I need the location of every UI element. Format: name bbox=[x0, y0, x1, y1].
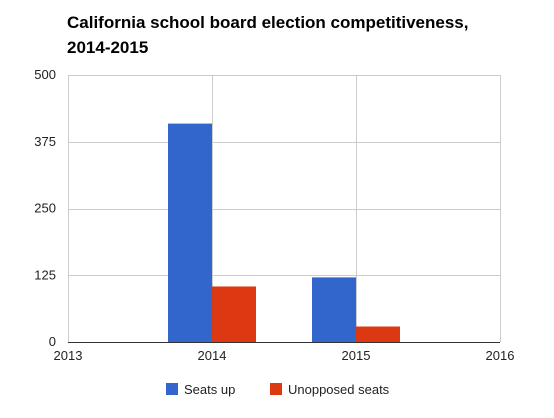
bar-seats-up-2015 bbox=[312, 277, 356, 342]
y-tick-label: 375 bbox=[34, 134, 56, 149]
x-tick-label: 2015 bbox=[342, 348, 371, 363]
chart-title-line-2: 2014-2015 bbox=[67, 38, 148, 57]
x-tick-label: 2014 bbox=[198, 348, 227, 363]
y-axis-ticks: 0 125 250 375 500 bbox=[34, 67, 56, 349]
y-tick-label: 0 bbox=[49, 334, 56, 349]
legend-label-seats-up: Seats up bbox=[184, 382, 235, 397]
bars bbox=[168, 123, 400, 343]
x-axis-ticks: 2013 2014 2015 2016 bbox=[54, 348, 515, 363]
y-tick-label: 500 bbox=[34, 67, 56, 82]
legend-swatch-seats-up bbox=[166, 383, 178, 395]
y-tick-label: 125 bbox=[34, 267, 56, 282]
chart-title-line-1: California school board election competi… bbox=[67, 13, 468, 32]
bar-seats-up-2014 bbox=[168, 123, 212, 343]
x-tick-label: 2016 bbox=[486, 348, 515, 363]
y-tick-label: 250 bbox=[34, 201, 56, 216]
legend-swatch-unopposed-seats bbox=[270, 383, 282, 395]
legend: Seats up Unopposed seats bbox=[166, 382, 390, 397]
x-tick-label: 2013 bbox=[54, 348, 83, 363]
legend-label-unopposed-seats: Unopposed seats bbox=[288, 382, 390, 397]
bar-unopposed-seats-2015 bbox=[356, 326, 400, 342]
bar-unopposed-seats-2014 bbox=[212, 286, 256, 342]
gridlines bbox=[68, 75, 501, 343]
